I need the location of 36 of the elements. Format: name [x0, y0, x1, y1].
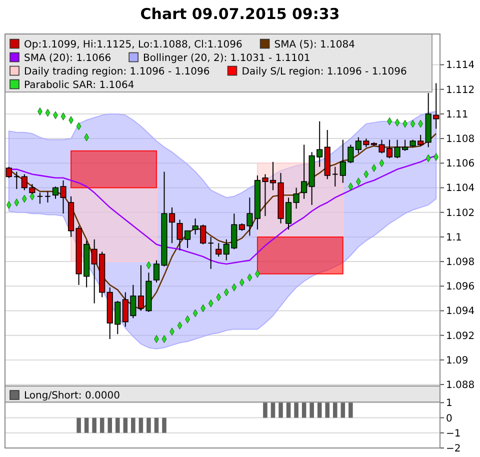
candlestick — [14, 171, 20, 190]
y-tick-label: 1.088 — [446, 380, 475, 392]
candlestick — [301, 144, 308, 200]
y-tick-label: 1.1 — [446, 232, 462, 244]
legend-label: Daily trading region: 1.1096 - 1.1096 — [24, 66, 210, 78]
y-tick-label: 1.112 — [446, 84, 475, 96]
y-tick-label: 1.098 — [446, 257, 475, 268]
legend-label: Long/Short: 0.0000 — [24, 390, 120, 402]
chart-title: Chart 09.07.2015 09:33 — [140, 5, 340, 23]
legend-label: SMA (5): 1.1084 — [274, 39, 356, 50]
y-tick-label: 1.094 — [446, 306, 475, 318]
y-tick-label: 1.106 — [446, 158, 475, 170]
y-tick-label: 1.11 — [446, 109, 468, 120]
y-tick-label: 1.09 — [446, 355, 468, 366]
y-tick-label: −1 — [446, 428, 461, 440]
legend-label: Op:1.1099, Hi:1.1125, Lo:1.1088, Cl:1.1096 — [24, 39, 242, 50]
candlestick — [332, 166, 338, 188]
y-tick-label: 1.104 — [446, 183, 475, 194]
y-tick-label: 1 — [446, 398, 452, 410]
candlestick — [44, 190, 51, 204]
candlestick — [216, 242, 222, 258]
candlestick — [36, 192, 44, 204]
y-tick-label: −2 — [446, 444, 461, 454]
y-tick-label: 1.114 — [446, 60, 475, 72]
legend-label: Parabolic SAR: 1.1064 — [24, 80, 134, 91]
y-tick-label: 1.102 — [446, 208, 475, 219]
y-tick-label: 0 — [446, 413, 452, 424]
y-tick-label: 1.108 — [446, 134, 475, 146]
legend-label: Daily S/L region: 1.1096 - 1.1096 — [242, 66, 407, 78]
y-tick-label: 1.092 — [446, 330, 475, 342]
legend-label: Bollinger (20, 2): 1.1031 - 1.1101 — [143, 52, 310, 64]
candlestick — [293, 187, 300, 210]
candlestick — [208, 236, 214, 270]
legend-label: SMA (20): 1.1066 — [24, 52, 112, 64]
y-tick-label: 1.096 — [446, 282, 475, 293]
candlestick — [6, 166, 12, 178]
